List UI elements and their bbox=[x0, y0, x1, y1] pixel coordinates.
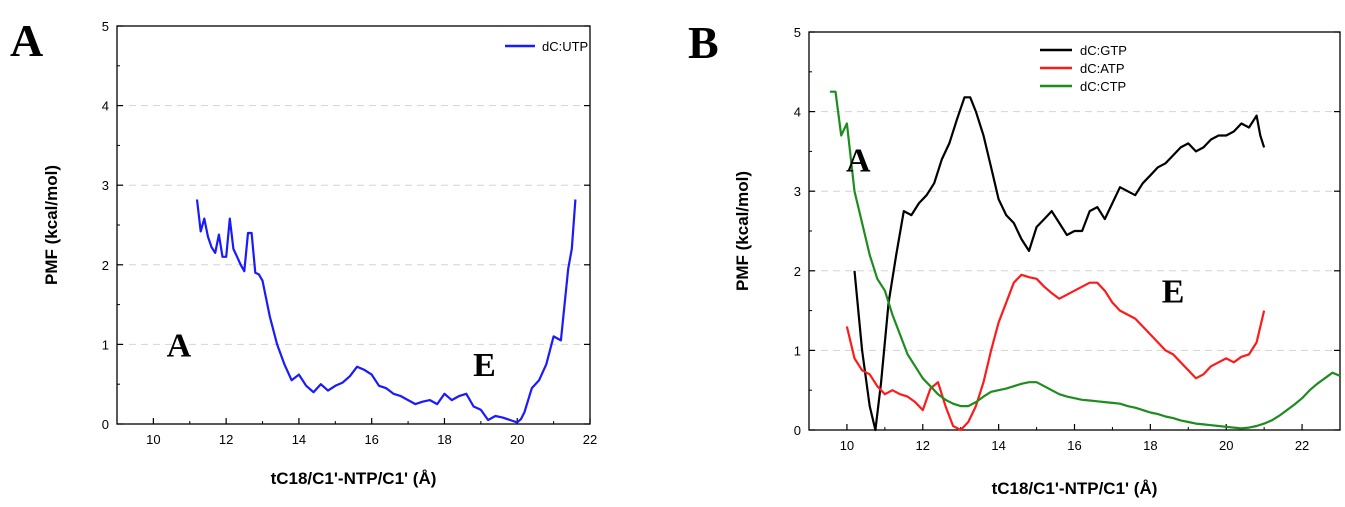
y-tick-label: 0 bbox=[794, 423, 801, 438]
y-tick-label: 4 bbox=[102, 99, 109, 114]
x-tick-label: 18 bbox=[1143, 438, 1157, 453]
y-tick-label: 2 bbox=[794, 264, 801, 279]
legend: dC:UTP bbox=[505, 39, 588, 54]
x-tick-label: 22 bbox=[583, 432, 597, 447]
x-axis-label: tC18/C1'-NTP/C1' (Å) bbox=[271, 469, 437, 488]
x-tick-label: 20 bbox=[1219, 438, 1233, 453]
legend-label: dC:CTP bbox=[1080, 79, 1126, 94]
y-axis-label: PMF (kcal/mol) bbox=[733, 171, 752, 291]
x-tick-label: 22 bbox=[1295, 438, 1309, 453]
panel-letter: B bbox=[688, 17, 719, 68]
x-tick-label: 18 bbox=[437, 432, 451, 447]
x-tick-label: 16 bbox=[1067, 438, 1081, 453]
legend: dC:GTP dC:ATP dC:CTP bbox=[1040, 43, 1127, 94]
y-tick-label: 1 bbox=[794, 343, 801, 358]
y-tick-label: 5 bbox=[794, 25, 801, 40]
x-tick-label: 12 bbox=[916, 438, 930, 453]
series-line-dc-ctp bbox=[829, 90, 1341, 430]
legend-label: dC:UTP bbox=[542, 39, 588, 54]
region-annotation: A bbox=[846, 142, 871, 179]
x-tick-label: 14 bbox=[991, 438, 1005, 453]
y-tick-label: 3 bbox=[102, 178, 109, 193]
x-tick-label: 20 bbox=[510, 432, 524, 447]
series-line-dc-atp bbox=[845, 273, 1266, 432]
y-tick-label: 2 bbox=[102, 258, 109, 273]
series-line-dc-utp bbox=[195, 199, 577, 424]
region-annotation: E bbox=[1162, 274, 1185, 311]
x-tick-label: 10 bbox=[146, 432, 160, 447]
legend-label: dC:ATP bbox=[1080, 61, 1125, 76]
series-line-dc-gtp bbox=[853, 96, 1266, 432]
y-tick-label: 5 bbox=[102, 19, 109, 34]
x-tick-label: 12 bbox=[219, 432, 233, 447]
x-tick-label: 10 bbox=[840, 438, 854, 453]
x-tick-label: 16 bbox=[364, 432, 378, 447]
y-tick-label: 4 bbox=[794, 105, 801, 120]
panel-letter: A bbox=[10, 15, 43, 66]
y-axis-label: PMF (kcal/mol) bbox=[42, 165, 61, 285]
y-tick-label: 0 bbox=[102, 417, 109, 432]
x-tick-label: 14 bbox=[292, 432, 306, 447]
region-annotation: E bbox=[473, 347, 496, 384]
region-annotation: A bbox=[167, 327, 192, 364]
y-tick-label: 3 bbox=[794, 184, 801, 199]
y-tick-label: 1 bbox=[102, 337, 109, 352]
x-axis-label: tC18/C1'-NTP/C1' (Å) bbox=[992, 479, 1158, 498]
legend-label: dC:GTP bbox=[1080, 43, 1127, 58]
